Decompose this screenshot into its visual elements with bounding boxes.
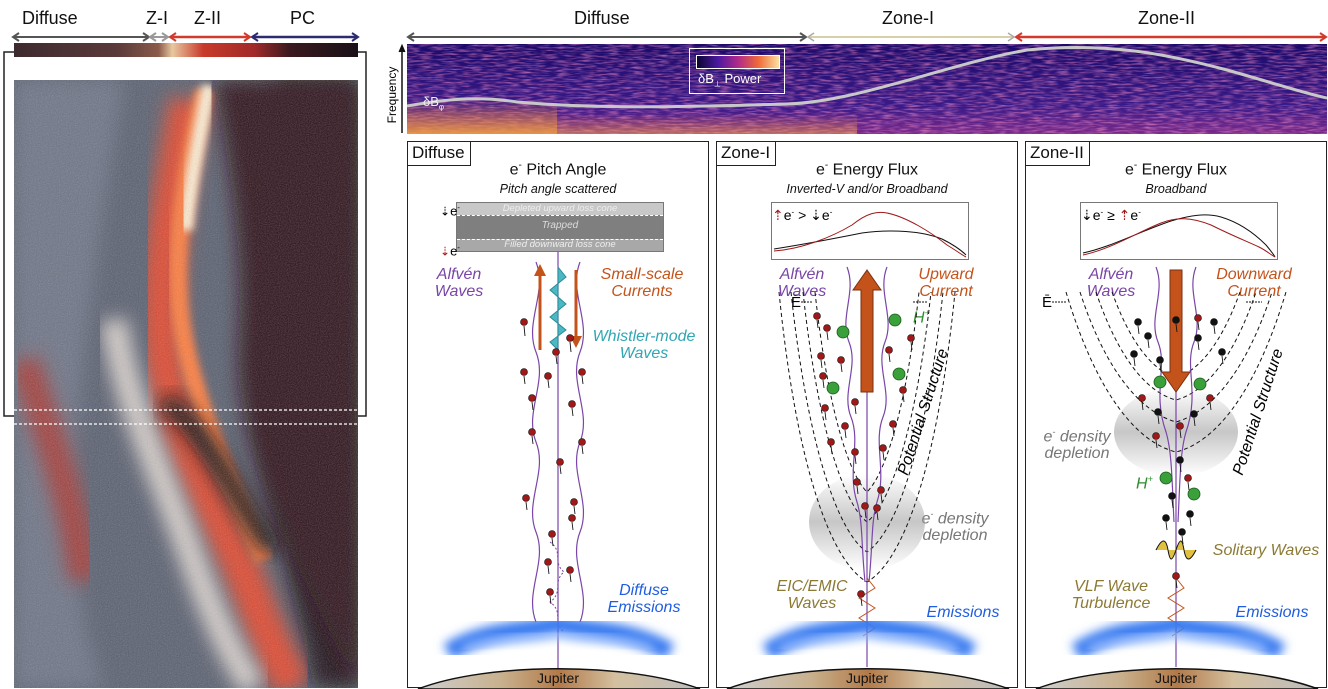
band-middle-label: Trapped	[541, 220, 579, 231]
panel-tag: Zone-I	[717, 142, 777, 166]
left-bracket	[3, 51, 367, 417]
left-region-label-pc: PC	[290, 8, 316, 28]
left-region-label-diffuse: Diffuse	[22, 8, 78, 28]
pitch-angle-inset: Depleted upward loss cone Trapped Filled…	[456, 202, 664, 252]
zone2-diagram	[1035, 266, 1319, 689]
density-depletion-label: e- density depletion	[921, 509, 989, 545]
aurora-image	[14, 80, 358, 688]
spectrogram: δBφ δB⊥ Power	[407, 44, 1327, 134]
inset-label-red-electron: ⇣e-	[440, 243, 460, 259]
panel-subtitle: Pitch angle scattered	[499, 182, 617, 196]
inset-relation: ⇡e- > ⇣e-	[772, 207, 833, 223]
panel-zone-2: Zone-II e- Energy Flux Broadband ⇣e- ≥ ⇡…	[1025, 141, 1327, 689]
currents-label: Small-scale Currents	[600, 266, 684, 300]
strip-y-axis-arrow	[398, 43, 406, 133]
left-dashed-lines	[14, 409, 358, 425]
panel-title: e- Energy Flux	[1124, 160, 1228, 179]
alfven-waves-label: Alfvén Waves	[777, 266, 827, 300]
emissions-label: Emissions	[1235, 604, 1309, 621]
vlf-turbulence-label: VLF Wave Turbulence	[1071, 578, 1151, 612]
panel-title: e- Energy Flux	[815, 160, 919, 179]
alfven-waves-label: Alfvén Waves	[1086, 266, 1136, 300]
solitary-waves-label: Solitary Waves	[1212, 542, 1320, 559]
inset-relation: ⇣e- ≥ ⇡e-	[1081, 207, 1141, 223]
efield-label: Ē	[791, 294, 802, 311]
panel-subtitle: Inverted-V and/or Broadband	[786, 182, 948, 196]
strip-colorbar-legend: δB⊥ Power	[689, 48, 785, 94]
ion-label: H+	[1136, 474, 1153, 493]
strip-series-label: δBφ	[423, 94, 445, 112]
eic-emic-waves-label: EIC/EMIC Waves	[776, 578, 848, 612]
density-depletion-label: e- density depletion	[1043, 427, 1111, 463]
diffuse-diagram	[417, 252, 701, 689]
whistler-waves-label: Whistler-mode Waves	[592, 328, 696, 362]
efield-label: Ē	[1042, 294, 1053, 311]
energy-flux-inset: ⇡e- > ⇣e-	[771, 202, 969, 260]
planet-label: Jupiter	[536, 670, 580, 686]
current-label: Upward Current	[918, 266, 974, 300]
current-label: Downward Current	[1216, 266, 1292, 300]
alfven-waves-label: Alfvén Waves	[434, 266, 484, 300]
panel-diffuse: Diffuse e- Pitch Angle Pitch angle scatt…	[407, 141, 709, 689]
planet-label: Jupiter	[845, 670, 889, 686]
left-image-strip	[14, 43, 358, 57]
panel-tag: Diffuse	[408, 142, 471, 166]
inset-label-black-electron: ⇣e-	[440, 203, 460, 219]
left-region-label-z2: Z-II	[194, 8, 221, 28]
left-region-label-z1: Z-I	[146, 8, 168, 28]
panel-subtitle: Broadband	[1145, 182, 1207, 196]
strip-region-label-zone2: Zone-II	[1138, 8, 1196, 28]
panel-tag: Zone-II	[1026, 142, 1090, 166]
strip-region-label-zone1: Zone-I	[882, 8, 935, 28]
panel-title: e- Pitch Angle	[509, 160, 607, 179]
ion-label: H+	[913, 308, 930, 327]
diffuse-emissions-label: Diffuse Emissions	[607, 582, 681, 616]
planet-label: Jupiter	[1154, 670, 1198, 686]
energy-flux-inset: ⇣e- ≥ ⇡e-	[1080, 202, 1278, 260]
strip-region-label-diffuse: Diffuse	[574, 8, 630, 28]
panel-zone-1: Zone-I e- Energy Flux Inverted-V and/or …	[716, 141, 1018, 689]
emissions-label: Emissions	[926, 604, 1000, 621]
strip-region-arrows	[406, 32, 1328, 42]
zone1-diagram	[726, 266, 1010, 689]
band-lower-label: Filled downward loss cone	[504, 239, 616, 250]
band-upper-label: Depleted upward loss cone	[502, 203, 618, 214]
